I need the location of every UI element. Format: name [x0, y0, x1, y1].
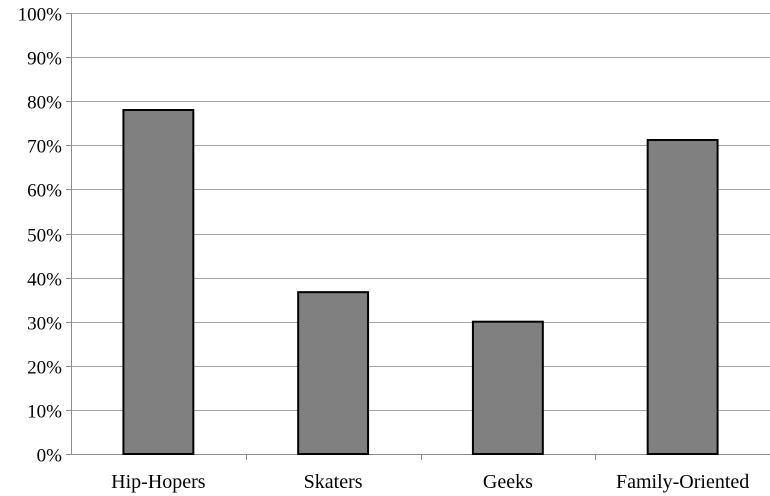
category-label-geeks: Geeks — [483, 471, 533, 493]
category-labels: Hip-Hopers Skaters Geeks Family-Oriented — [111, 471, 749, 493]
category-label-skaters: Skaters — [304, 471, 363, 493]
y-tick-label-90: 90% — [27, 49, 62, 70]
y-tick-label-40: 40% — [27, 270, 62, 291]
y-tick-label-60: 60% — [27, 181, 62, 202]
category-label-hip-hopers: Hip-Hopers — [111, 471, 206, 493]
bar-geeks — [471, 320, 544, 456]
bars — [122, 109, 719, 456]
y-tick-label-70: 70% — [27, 137, 62, 158]
y-tick-label-0: 0% — [37, 446, 63, 467]
y-tick-label-100: 100% — [18, 5, 63, 26]
y-tick-label-30: 30% — [27, 314, 62, 335]
y-tick-label-50: 50% — [27, 226, 62, 247]
y-tick-label-20: 20% — [27, 358, 62, 379]
category-label-family-oriented: Family-Oriented — [616, 471, 749, 493]
bar-hip-hopers — [122, 109, 195, 456]
y-tick-labels: 0% 10% 20% 30% 40% 50% 60% 70% 80% 90% 100% — [18, 5, 63, 467]
bar-family-oriented — [646, 139, 719, 455]
bar-skaters — [297, 291, 370, 456]
y-tick-label-10: 10% — [27, 402, 62, 423]
y-tick-label-80: 80% — [27, 93, 62, 114]
